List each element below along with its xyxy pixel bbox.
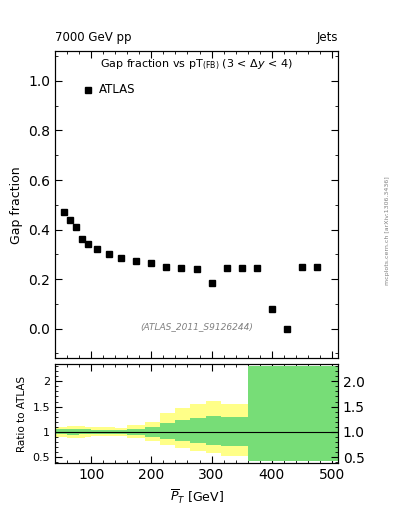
Text: Gap fraction vs pT$_{\rm (FB)}$ (3 < $\Delta y$ < 4): Gap fraction vs pT$_{\rm (FB)}$ (3 < $\D… [100,57,293,72]
Bar [55,430,67,435]
Bar [206,400,220,453]
Bar [263,366,281,461]
Bar [91,428,103,437]
Bar [191,404,206,451]
Bar [220,417,236,446]
Bar [73,429,79,435]
Bar [281,366,293,461]
Y-axis label: Ratio to ATLAS: Ratio to ATLAS [17,375,27,452]
Bar [91,430,103,434]
Bar [281,366,293,461]
Bar [236,417,248,446]
Bar [175,420,191,441]
Bar [145,427,160,437]
Bar [191,418,206,443]
Bar [293,366,311,461]
Bar [293,366,311,461]
Bar [85,430,91,435]
Bar [79,430,85,435]
Bar [127,425,145,438]
Bar [79,426,85,438]
Text: Jets: Jets [316,31,338,44]
Bar [248,366,263,461]
Bar [115,430,127,434]
Bar [145,422,160,441]
X-axis label: $\overline{P}_T$ [GeV]: $\overline{P}_T$ [GeV] [169,488,224,506]
Bar [115,428,127,436]
Bar [175,408,191,448]
Bar [206,416,220,444]
Bar [103,430,115,434]
Bar [55,427,67,437]
Text: mcplots.cern.ch [arXiv:1306.3436]: mcplots.cern.ch [arXiv:1306.3436] [385,176,390,285]
Bar [311,366,338,461]
Bar [73,426,79,438]
Bar [236,404,248,456]
Bar [85,427,91,437]
Text: 7000 GeV pp: 7000 GeV pp [55,31,132,44]
Bar [160,413,175,444]
Text: (ATLAS_2011_S9126244): (ATLAS_2011_S9126244) [140,322,253,331]
Bar [263,366,281,461]
Bar [67,426,73,438]
Bar [160,423,175,439]
Y-axis label: Gap fraction: Gap fraction [9,166,23,244]
Text: ATLAS: ATLAS [99,83,135,96]
Bar [311,366,338,461]
Bar [220,404,236,456]
Bar [103,428,115,437]
Bar [127,429,145,435]
Bar [248,366,263,461]
Bar [67,429,73,435]
